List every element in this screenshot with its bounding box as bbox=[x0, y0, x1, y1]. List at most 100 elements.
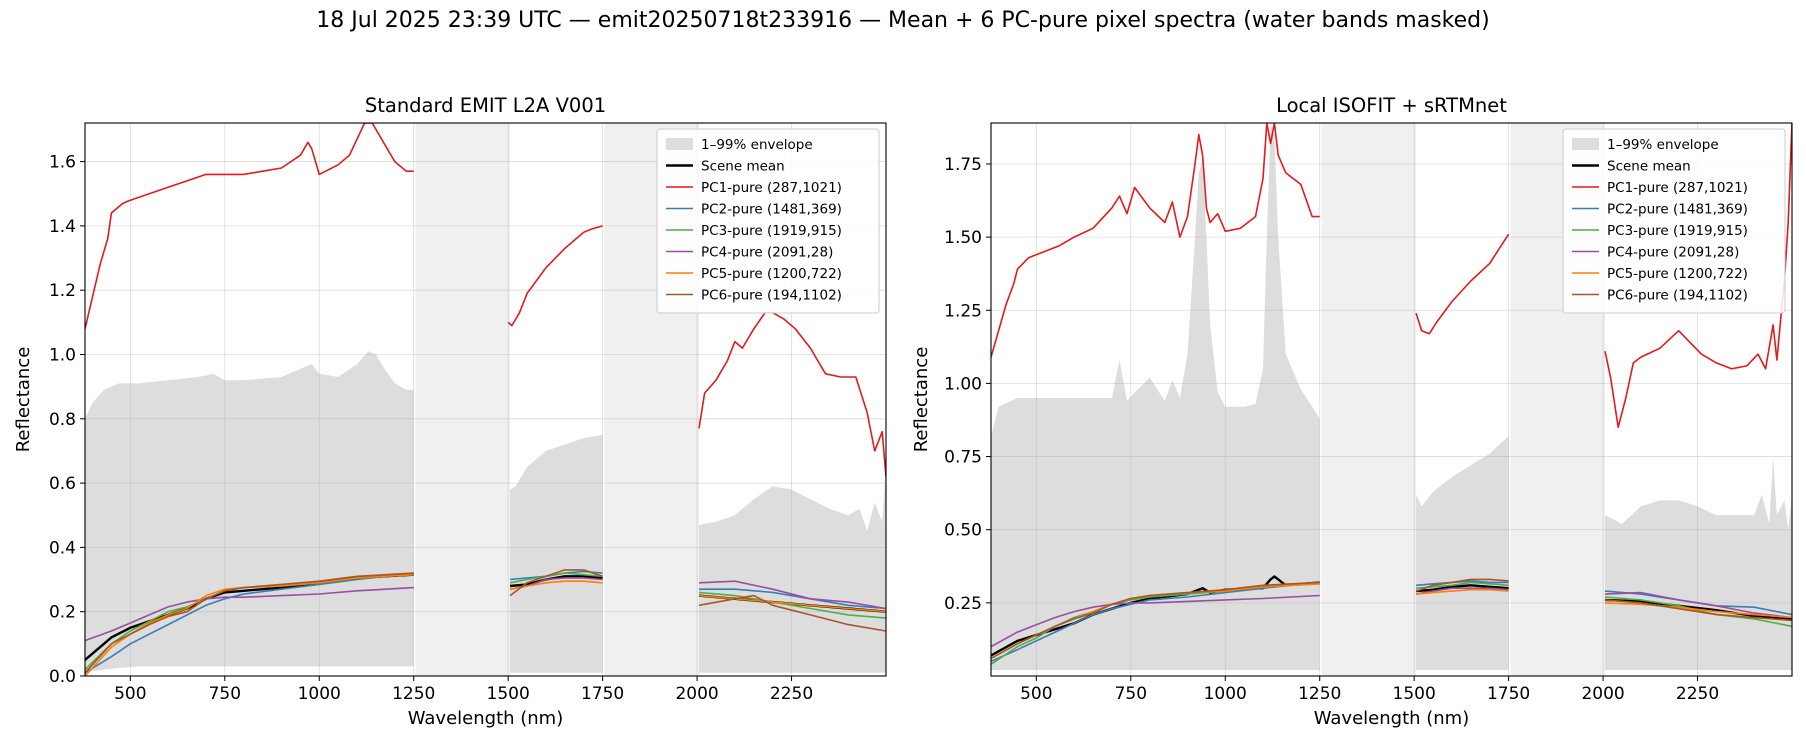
y-tick-label: 0.4 bbox=[49, 538, 76, 558]
legend-label: PC5-pure (1200,722) bbox=[1607, 266, 1748, 282]
series-line-0-seg-1 bbox=[507, 225, 603, 327]
series-line-6-seg-0 bbox=[85, 572, 414, 674]
chart-panel-standard: 500 750 1000 1250 1500 1750 2000 2250 0.0 0.2 0.4 0… bbox=[13, 94, 887, 729]
y-tick-label: 0.75 bbox=[944, 448, 982, 468]
series-line-6-seg-1 bbox=[509, 569, 603, 597]
legend-swatch-0 bbox=[1572, 138, 1599, 150]
legend-label: PC1-pure (287,1021) bbox=[701, 180, 842, 196]
legend-label: Scene mean bbox=[1607, 159, 1691, 175]
legend-box bbox=[1562, 128, 1786, 314]
y-tick-label: 0.50 bbox=[944, 521, 982, 541]
series-line-4-seg-1 bbox=[1415, 587, 1509, 595]
y-tick-label: 1.2 bbox=[49, 281, 76, 301]
masked-band-0 bbox=[1321, 123, 1417, 676]
chart-panel-local: 500 750 1000 1250 1500 1750 2000 2250 0.25 0.50 0.… bbox=[911, 94, 1793, 729]
legend-swatch-0 bbox=[666, 138, 693, 150]
envelope-segment-1 bbox=[1416, 436, 1509, 671]
series-line-6-seg-2 bbox=[698, 594, 886, 632]
legend-label: PC3-pure (1919,915) bbox=[701, 223, 842, 239]
axes-frame bbox=[990, 122, 1793, 677]
axes-frame bbox=[84, 122, 887, 677]
envelope-segment-0 bbox=[991, 125, 1320, 671]
x-tick-label: 1500 bbox=[1393, 684, 1436, 704]
y-tick-label: 0.0 bbox=[49, 667, 76, 687]
series-line-6-seg-2 bbox=[1604, 599, 1792, 622]
legend-box bbox=[656, 128, 880, 314]
panel-title: Local ISOFIT + sRTMnet bbox=[1276, 94, 1507, 117]
series-line-5-seg-2 bbox=[1604, 602, 1792, 619]
series-line-0-seg-0 bbox=[85, 123, 414, 329]
x-tick-label: 1500 bbox=[487, 684, 530, 704]
y-tick-label: 1.00 bbox=[944, 374, 982, 394]
x-tick-label: 500 bbox=[114, 684, 146, 704]
y-tick-label: 0.25 bbox=[944, 594, 982, 614]
legend-label: 1–99% envelope bbox=[1607, 137, 1719, 153]
y-tick-label: 1.75 bbox=[944, 155, 982, 175]
legend-label: PC5-pure (1200,722) bbox=[701, 266, 842, 282]
series-line-1-seg-2 bbox=[1604, 598, 1792, 621]
series-line-3-seg-1 bbox=[509, 572, 603, 584]
legend-label: PC2-pure (1481,369) bbox=[701, 202, 842, 218]
legend-label: PC6-pure (194,1102) bbox=[1607, 288, 1748, 304]
x-tick-label: 2000 bbox=[675, 684, 718, 704]
legend-label: PC6-pure (194,1102) bbox=[701, 288, 842, 304]
series-line-3-seg-2 bbox=[698, 591, 886, 619]
x-tick-label: 1250 bbox=[392, 684, 435, 704]
x-axis-label: Wavelength (nm) bbox=[408, 708, 564, 729]
legend-label: PC2-pure (1481,369) bbox=[1607, 202, 1748, 218]
plot-area bbox=[991, 123, 1792, 676]
x-tick-label: 1000 bbox=[1204, 684, 1247, 704]
envelope-segment-1 bbox=[510, 434, 603, 673]
x-tick-label: 750 bbox=[1115, 684, 1147, 704]
x-tick-label: 750 bbox=[209, 684, 241, 704]
y-tick-label: 0.2 bbox=[49, 603, 76, 623]
legend-label: PC4-pure (2091,28) bbox=[1607, 245, 1739, 261]
panel-title: Standard EMIT L2A V001 bbox=[365, 94, 606, 117]
x-tick-label: 2250 bbox=[770, 684, 813, 704]
y-tick-label: 1.0 bbox=[49, 345, 76, 365]
x-tick-label: 500 bbox=[1020, 684, 1052, 704]
legend-label: PC3-pure (1919,915) bbox=[1607, 223, 1748, 239]
series-line-2-seg-2 bbox=[699, 588, 886, 610]
y-tick-label: 1.25 bbox=[944, 301, 982, 321]
series-line-2-seg-0 bbox=[85, 572, 414, 674]
x-tick-label: 2250 bbox=[1676, 684, 1719, 704]
envelope-segment-2 bbox=[699, 463, 886, 673]
legend-label: Scene mean bbox=[701, 159, 785, 175]
series-line-0-seg-1 bbox=[1415, 233, 1510, 335]
legend-label: PC1-pure (287,1021) bbox=[1607, 180, 1748, 196]
x-tick-label: 2000 bbox=[1581, 684, 1624, 704]
series-line-2-seg-0 bbox=[991, 581, 1320, 663]
masked-band-0 bbox=[415, 123, 511, 676]
y-tick-label: 1.6 bbox=[49, 153, 76, 173]
y-tick-label: 0.8 bbox=[49, 410, 76, 430]
series-line-5-seg-2 bbox=[698, 594, 886, 613]
series-line-6-seg-1 bbox=[1415, 578, 1509, 592]
series-line-0-seg-2 bbox=[1604, 123, 1792, 429]
legend: 1–99% envelope Scene mean PC1-pure (287,10… bbox=[656, 128, 880, 314]
series-line-6-seg-0 bbox=[991, 581, 1320, 660]
series-line-4-seg-2 bbox=[1604, 591, 1792, 619]
legend-label: PC4-pure (2091,28) bbox=[701, 245, 833, 261]
y-tick-label: 1.50 bbox=[944, 228, 982, 248]
series-line-4-seg-2 bbox=[698, 580, 886, 610]
y-tick-label: 1.4 bbox=[49, 217, 76, 237]
x-tick-label: 1000 bbox=[298, 684, 341, 704]
envelope-segment-2 bbox=[1605, 456, 1792, 671]
x-tick-label: 1750 bbox=[1487, 684, 1530, 704]
series-line-5-seg-1 bbox=[509, 580, 603, 590]
series-line-1-seg-1 bbox=[1416, 584, 1509, 593]
y-tick-label: 0.6 bbox=[49, 474, 76, 494]
series-line-0-seg-0 bbox=[991, 123, 1320, 358]
x-axis-label: Wavelength (nm) bbox=[1314, 708, 1470, 729]
legend: 1–99% envelope Scene mean PC1-pure (287,10… bbox=[1562, 128, 1786, 314]
figure-title: 18 Jul 2025 23:39 UTC — emit20250718t233… bbox=[316, 8, 1490, 33]
x-tick-label: 1250 bbox=[1298, 684, 1341, 704]
legend-label: 1–99% envelope bbox=[701, 137, 813, 153]
series-line-0-seg-2 bbox=[698, 311, 886, 477]
y-axis-label: Reflectance bbox=[13, 347, 34, 453]
x-tick-label: 1750 bbox=[581, 684, 624, 704]
series-line-5-seg-1 bbox=[1416, 588, 1509, 595]
plot-area bbox=[85, 123, 886, 676]
